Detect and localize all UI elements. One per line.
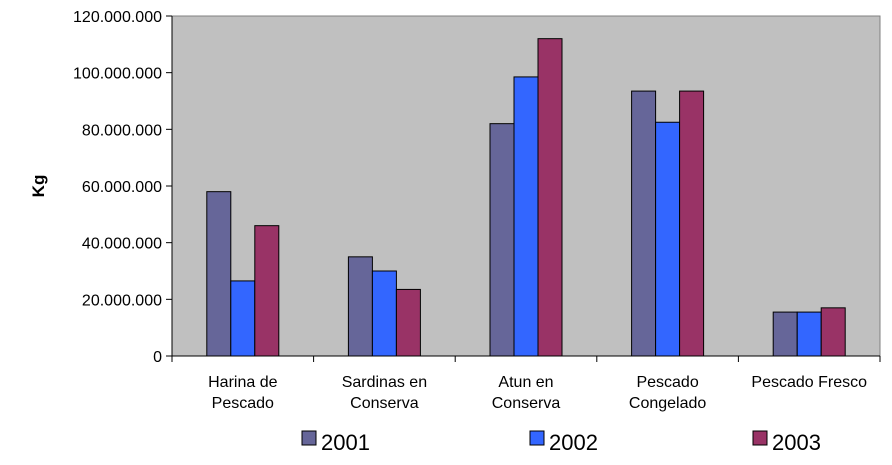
bar-2002 [796, 311, 822, 357]
legend-swatch-2001 [301, 430, 317, 446]
y-axis-title: Kg [29, 175, 48, 198]
bar-2003 [820, 307, 846, 357]
x-axis: Harina de Pescado Sardinas en Conserva Atun … [171, 356, 881, 412]
bar-2003 [395, 288, 421, 357]
bar-2002 [655, 121, 681, 357]
y-tick-label: 40.000.000 [82, 236, 162, 253]
bar-2003 [537, 38, 563, 357]
bar-2002 [371, 270, 397, 357]
bar-2001 [347, 256, 373, 357]
legend-swatch-2002 [529, 430, 545, 446]
legend-label: 2002 [549, 430, 598, 455]
x-tick-label: Pescado Fresco [751, 374, 867, 391]
x-tick-label: Sardinas en Conserva [342, 374, 427, 412]
bar-2003 [679, 90, 705, 357]
y-axis: 0 20.000.000 40.000.000 60.000.000 80.000.00… [73, 9, 172, 366]
bar-2002 [230, 280, 256, 357]
legend: 2001 2002 2003 [301, 430, 821, 455]
bar-2002 [513, 76, 539, 357]
y-tick-label: 20.000.000 [82, 292, 162, 309]
legend-label: 2003 [772, 430, 821, 455]
bar-2001 [631, 90, 657, 357]
legend-swatch-2003 [752, 430, 768, 446]
y-tick-label: 120.000.000 [73, 9, 162, 26]
bar-2003 [254, 225, 280, 357]
bar-2001 [772, 311, 798, 357]
x-tick-label: Harina de Pescado [208, 374, 277, 412]
y-tick-label: 0 [153, 349, 162, 366]
y-tick-label: 80.000.000 [82, 122, 162, 139]
legend-label: 2001 [321, 430, 370, 455]
y-tick-label: 100.000.000 [73, 66, 162, 83]
x-tick-label: Atun en Conserva [492, 374, 561, 412]
bars-group [206, 38, 846, 357]
x-tick-label: Pescado Congelado [629, 374, 707, 412]
bar-2001 [489, 123, 515, 357]
y-tick-label: 60.000.000 [82, 179, 162, 196]
bar-2001 [206, 191, 232, 357]
